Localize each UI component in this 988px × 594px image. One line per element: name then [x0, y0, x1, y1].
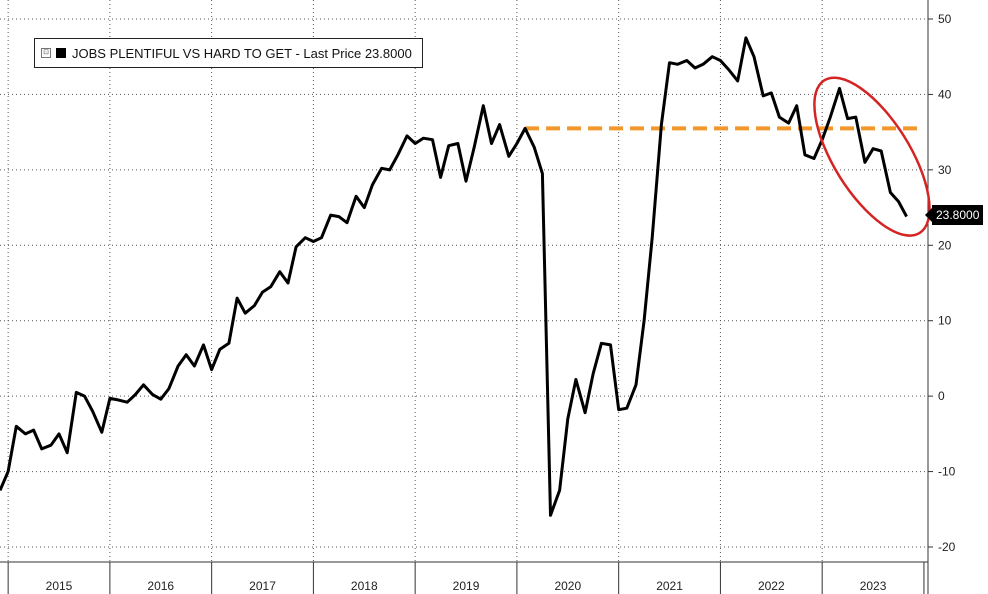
y-tick-label: -10	[938, 465, 956, 479]
legend[interactable]: ⊡ JOBS PLENTIFUL VS HARD TO GET - Last P…	[34, 38, 423, 68]
x-tick-label: 2023	[860, 579, 887, 593]
x-tick-label: 2018	[351, 579, 378, 593]
x-tick-label: 2017	[249, 579, 276, 593]
highlight-ellipse	[813, 76, 931, 237]
x-tick-label: 2022	[758, 579, 785, 593]
legend-label: JOBS PLENTIFUL VS HARD TO GET - Last Pri…	[72, 45, 412, 61]
legend-swatch-icon	[56, 48, 66, 58]
series-group	[0, 36, 908, 517]
y-tick-label: 20	[938, 238, 952, 252]
legend-toggle-icon[interactable]: ⊡	[41, 48, 51, 58]
x-tick-label: 2020	[554, 579, 581, 593]
x-tick-label: 2021	[656, 579, 683, 593]
x-axis: 2015 2016 2017 2018 2019 2020 2021 2022 2023	[0, 561, 928, 594]
x-tick-label: 2015	[46, 579, 73, 593]
annotation-group	[813, 76, 931, 237]
y-tick-label: 50	[938, 12, 952, 26]
y-tick-label: 0	[938, 389, 945, 403]
x-tick-label: 2019	[453, 579, 480, 593]
last-value-label: 23.8000	[924, 205, 984, 225]
x-tick-label: 2016	[147, 579, 174, 593]
y-tick-label: 40	[938, 87, 952, 101]
y-tick-label: 10	[938, 314, 952, 328]
y-axis: 50 40 30 20 10 0 -10 -20	[927, 0, 956, 594]
y-tick-label: 30	[938, 163, 952, 177]
series-line	[0, 36, 908, 517]
grid-lines	[0, 0, 928, 562]
y-tick-label: -20	[938, 540, 956, 554]
